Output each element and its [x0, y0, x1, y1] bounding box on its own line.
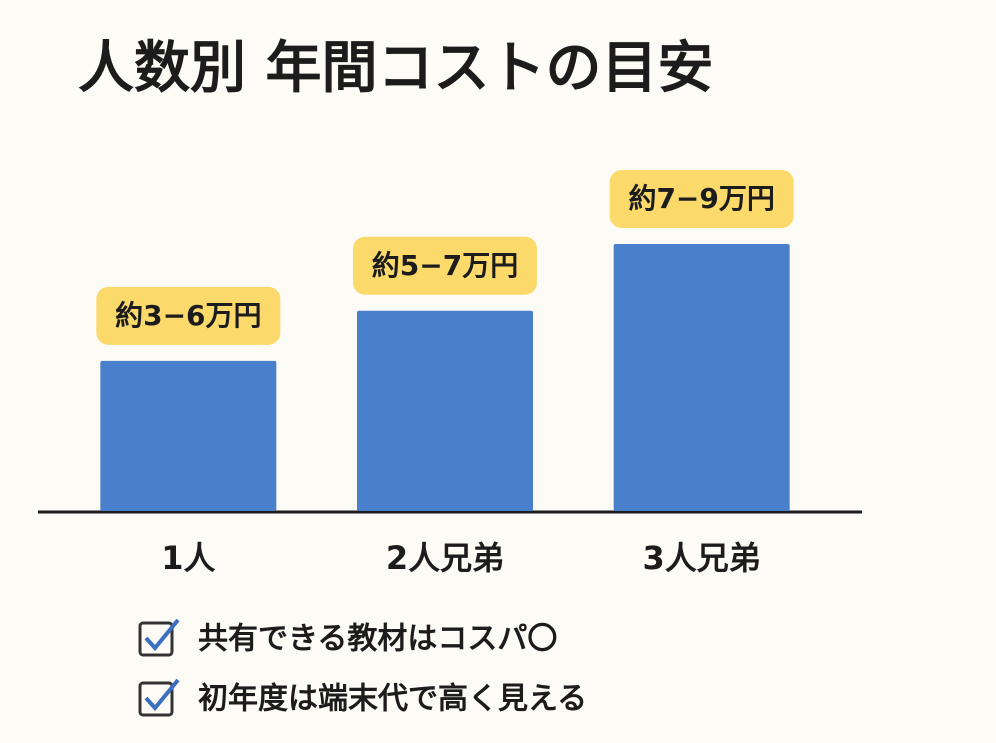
checklist-item: 共有できる教材はコスパ〇: [198, 622, 557, 657]
bar: [357, 310, 533, 511]
check-icon: [138, 618, 180, 657]
bar: [613, 244, 790, 511]
value-label-box: [609, 170, 794, 228]
value-label: 約5−7万円: [372, 249, 518, 282]
chart-title: 人数別 年間コストの目安: [78, 36, 714, 101]
x-tick-label: 3人兄弟: [643, 539, 761, 577]
bar: [100, 360, 277, 511]
value-label-box: [353, 236, 537, 295]
value-label: 約3−6万円: [115, 299, 261, 332]
check-icon: [138, 678, 180, 717]
value-label: 約7−9万円: [628, 182, 774, 215]
checklist-item: 初年度は端末代で高く見える: [198, 682, 587, 717]
x-tick-label: 2人兄弟: [386, 539, 504, 577]
x-tick-label: 1人: [161, 539, 215, 577]
value-label-box: [96, 286, 281, 345]
